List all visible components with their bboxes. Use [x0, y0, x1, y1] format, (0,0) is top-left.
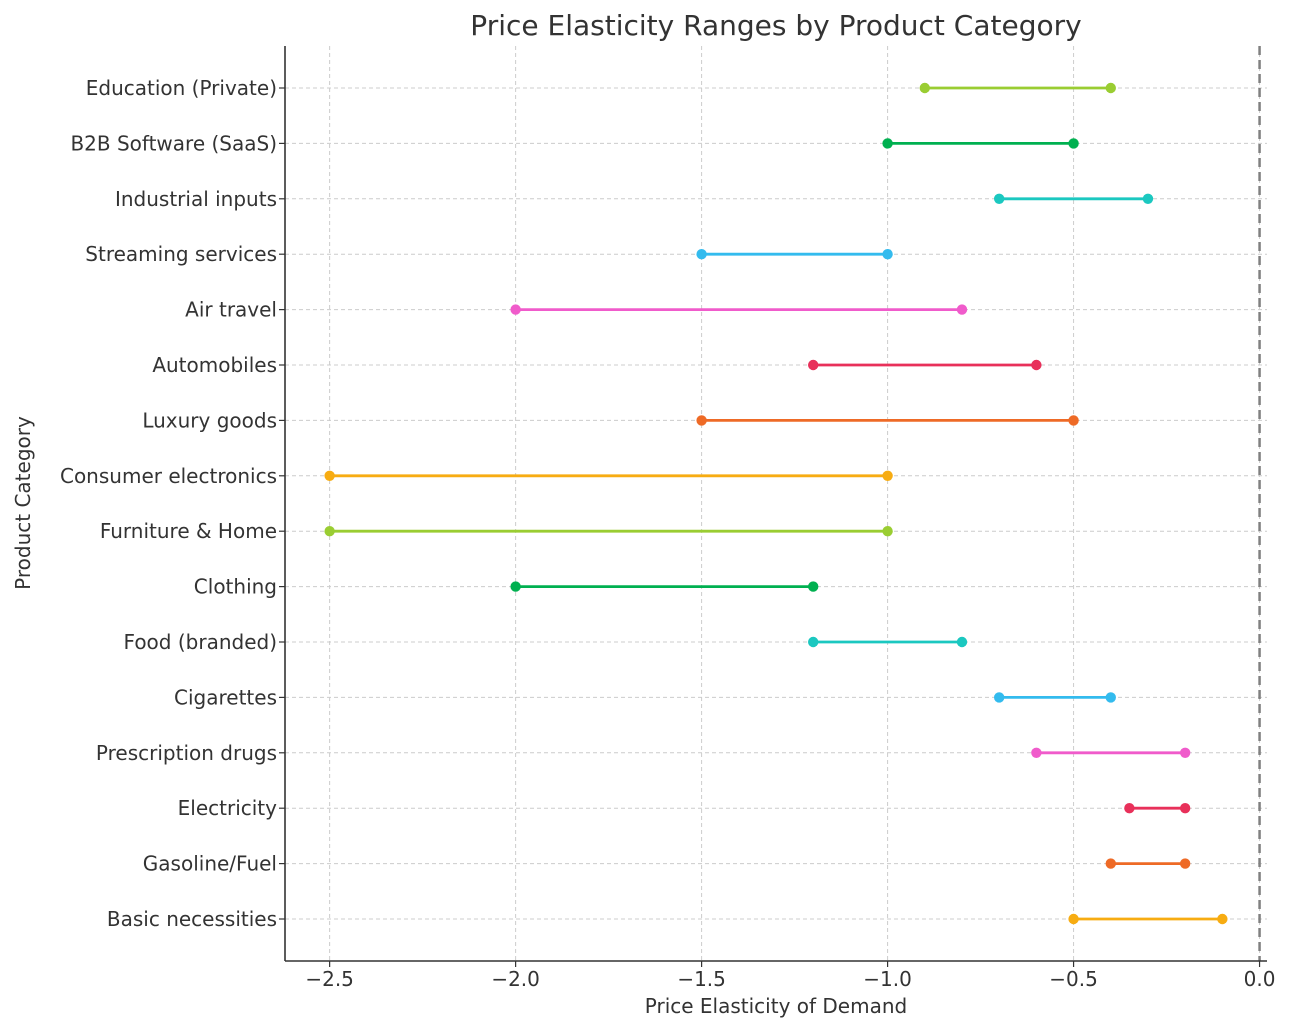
x-ticks: −2.5 −2.0 −1.5 −1.0 −0.5 0.0 — [305, 961, 1275, 991]
range-max-point — [1105, 82, 1116, 94]
range-min-point — [993, 692, 1005, 703]
range-min-point — [1105, 858, 1116, 869]
ranges — [324, 82, 1228, 925]
range-min-point — [919, 82, 930, 94]
range-max-point — [1179, 747, 1191, 758]
x-tick-label: 0.0 — [1244, 967, 1276, 991]
range-max-point — [882, 249, 893, 260]
category-label: Cigarettes — [174, 685, 277, 709]
range-max-point — [807, 581, 819, 592]
range-max-point — [956, 304, 968, 315]
range-max-point — [1179, 803, 1191, 814]
grid — [285, 46, 1267, 961]
category-label: Furniture & Home — [100, 519, 277, 543]
range-min-point — [993, 193, 1005, 204]
range-max-point — [1179, 858, 1191, 869]
category-label: Industrial inputs — [115, 187, 277, 211]
range-max-point — [1105, 692, 1116, 703]
x-tick-label: −2.5 — [305, 967, 354, 991]
category-label: Streaming services — [85, 242, 277, 266]
range-max-point — [1142, 193, 1154, 204]
axes — [284, 46, 1267, 962]
category-label: Food (branded) — [124, 630, 277, 654]
y-ticks: Education (Private) B2B Software (SaaS) In… — [60, 76, 285, 931]
category-label: B2B Software (SaaS) — [70, 131, 277, 155]
range-max-point — [1068, 138, 1079, 149]
category-label: Prescription drugs — [96, 741, 277, 765]
range-min-point — [1068, 913, 1079, 925]
range-max-point — [1031, 359, 1042, 371]
category-label: Automobiles — [152, 353, 277, 377]
category-label: Education (Private) — [86, 76, 277, 100]
range-max-point — [1217, 913, 1228, 925]
range-min-point — [510, 581, 521, 592]
category-label: Gasoline/Fuel — [143, 852, 277, 876]
x-tick-label: −1.5 — [677, 967, 726, 991]
range-min-point — [324, 526, 335, 537]
range-min-point — [510, 304, 521, 315]
chart-title: Price Elasticity Ranges by Product Categ… — [470, 9, 1081, 42]
category-label: Electricity — [178, 796, 278, 820]
range-min-point — [882, 138, 893, 149]
range-min-point — [1124, 803, 1135, 814]
category-label: Basic necessities — [107, 907, 277, 931]
category-label: Clothing — [194, 575, 277, 599]
range-min-point — [696, 249, 707, 260]
category-label: Luxury goods — [142, 408, 277, 432]
range-max-point — [882, 526, 893, 537]
x-axis-label: Price Elasticity of Demand — [645, 994, 907, 1018]
range-min-point — [696, 415, 707, 426]
x-tick-label: −2.0 — [491, 967, 540, 991]
x-tick-label: −0.5 — [1049, 967, 1098, 991]
category-label: Consumer electronics — [60, 464, 277, 488]
range-max-point — [882, 470, 893, 481]
range-min-point — [807, 636, 819, 648]
category-label: Air travel — [185, 298, 277, 322]
range-min-point — [324, 470, 335, 481]
y-axis-label: Product Category — [11, 416, 35, 590]
range-max-point — [1068, 415, 1079, 426]
range-min-point — [807, 359, 819, 371]
x-tick-label: −1.0 — [863, 967, 912, 991]
range-min-point — [1031, 747, 1042, 758]
range-max-point — [956, 636, 968, 648]
